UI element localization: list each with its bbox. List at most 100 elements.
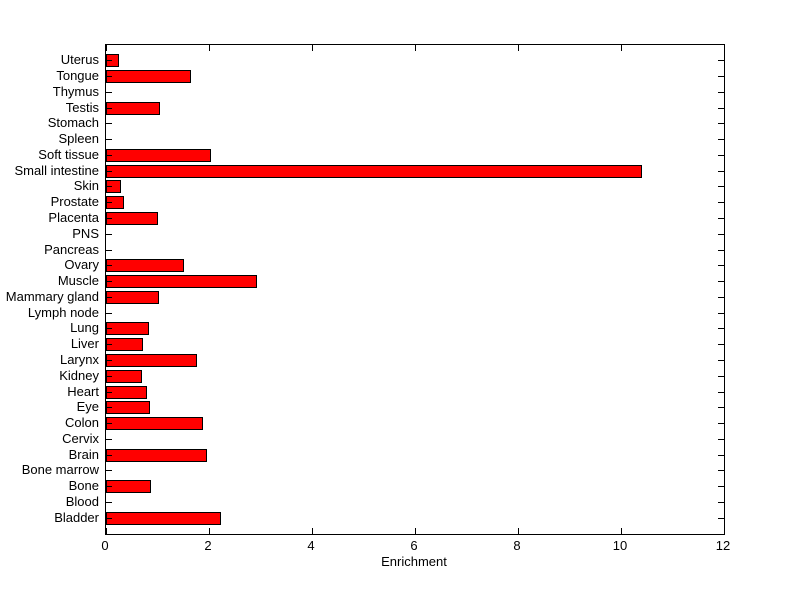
y-axis-label-kidney: Kidney [59, 367, 99, 383]
y-tick-right [718, 233, 724, 235]
y-tick-right [718, 438, 724, 440]
y-tick-right [718, 123, 724, 125]
bar-mammary-gland [106, 290, 160, 304]
x-tick-label-2: 2 [204, 538, 212, 553]
y-tick-right [718, 107, 724, 109]
y-tick-right [718, 328, 724, 330]
y-tick-left [106, 423, 112, 425]
y-tick-left [106, 91, 112, 93]
y-tick-left [106, 296, 112, 298]
x-tick-label-12: 12 [715, 538, 731, 553]
y-axis-label-ovary: Ovary [64, 257, 99, 273]
y-tick-left [106, 501, 112, 503]
y-tick-left [106, 454, 112, 456]
y-tick-left [106, 391, 112, 393]
y-tick-right [718, 154, 724, 156]
y-axis-label-bone: Bone [68, 478, 99, 494]
y-axis-label-lymph-node: Lymph node [27, 304, 99, 320]
y-axis-label-cervix: Cervix [62, 430, 99, 446]
y-axis-label-spleen: Spleen [58, 131, 99, 147]
y-axis-label-heart: Heart [67, 383, 99, 399]
x-tick-bottom [517, 528, 519, 534]
x-tick-bottom [620, 528, 622, 534]
y-tick-right [718, 296, 724, 298]
y-tick-left [106, 170, 112, 172]
y-tick-left [106, 359, 112, 361]
y-axis-label-colon: Colon [65, 415, 99, 431]
y-axis-label-soft-tissue: Soft tissue [38, 146, 99, 162]
y-tick-right [718, 454, 724, 456]
y-axis-label-brain: Brain [68, 446, 99, 462]
y-tick-left [106, 312, 112, 314]
y-tick-right [718, 517, 724, 519]
y-axis-label-prostate: Prostate [50, 194, 99, 210]
y-tick-left [106, 139, 112, 141]
bar-heart [106, 385, 148, 399]
y-tick-left [106, 76, 112, 78]
x-tick-top [105, 45, 107, 51]
x-tick-label-6: 6 [410, 538, 418, 553]
y-axis-label-thymus: Thymus [52, 83, 99, 99]
y-axis-label-placenta: Placenta [48, 210, 99, 226]
x-tick-label-10: 10 [612, 538, 628, 553]
x-tick-label-0: 0 [101, 538, 109, 553]
y-axis-label-pancreas: Pancreas [44, 241, 99, 257]
y-tick-left [106, 281, 112, 283]
y-tick-left [106, 218, 112, 220]
y-tick-left [106, 344, 112, 346]
plot-area [105, 44, 725, 535]
y-tick-left [106, 375, 112, 377]
y-tick-left [106, 60, 112, 62]
y-tick-right [718, 202, 724, 204]
y-axis-label-skin: Skin [73, 178, 99, 194]
y-axis-label-mammary-gland: Mammary gland [5, 288, 99, 304]
y-tick-left [106, 470, 112, 472]
y-tick-right [718, 501, 724, 503]
y-tick-right [718, 281, 724, 283]
y-axis-label-testis: Testis [65, 99, 99, 115]
y-tick-right [718, 218, 724, 220]
bar-ovary [106, 259, 184, 273]
y-tick-right [718, 407, 724, 409]
bar-colon [106, 417, 203, 431]
y-tick-right [718, 391, 724, 393]
x-tick-top [414, 45, 416, 51]
y-axis-label-small-intestine: Small intestine [14, 162, 99, 178]
y-tick-right [718, 60, 724, 62]
bar-lung [106, 322, 149, 336]
bar-bladder [106, 511, 221, 525]
bar-placenta [106, 212, 158, 226]
x-tick-top [208, 45, 210, 51]
y-tick-left [106, 438, 112, 440]
y-tick-left [106, 517, 112, 519]
y-axis-label-stomach: Stomach [47, 115, 99, 131]
y-axis-label-bladder: Bladder [54, 509, 99, 525]
y-tick-right [718, 312, 724, 314]
y-tick-right [718, 139, 724, 141]
y-tick-right [718, 359, 724, 361]
y-tick-left [106, 154, 112, 156]
bar-muscle [106, 275, 257, 289]
bar-testis [106, 101, 161, 115]
y-axis-label-larynx: Larynx [59, 351, 99, 367]
bar-soft-tissue [106, 148, 212, 162]
y-tick-right [718, 76, 724, 78]
y-tick-right [718, 249, 724, 251]
x-tick-top [723, 45, 725, 51]
y-axis-label-tongue: Tongue [56, 68, 99, 84]
y-axis-label-uterus: Uterus [60, 52, 99, 68]
bar-eye [106, 401, 150, 415]
bar-tongue [106, 70, 192, 84]
y-axis-label-eye: Eye [76, 399, 99, 415]
y-tick-right [718, 265, 724, 267]
x-tick-bottom [105, 528, 107, 534]
x-axis-title: Enrichment [381, 554, 447, 569]
y-tick-right [718, 375, 724, 377]
y-tick-left [106, 123, 112, 125]
y-tick-right [718, 170, 724, 172]
bar-small-intestine [106, 164, 642, 178]
y-tick-left [106, 186, 112, 188]
x-tick-top [517, 45, 519, 51]
y-axis-label-muscle: Muscle [57, 273, 99, 289]
